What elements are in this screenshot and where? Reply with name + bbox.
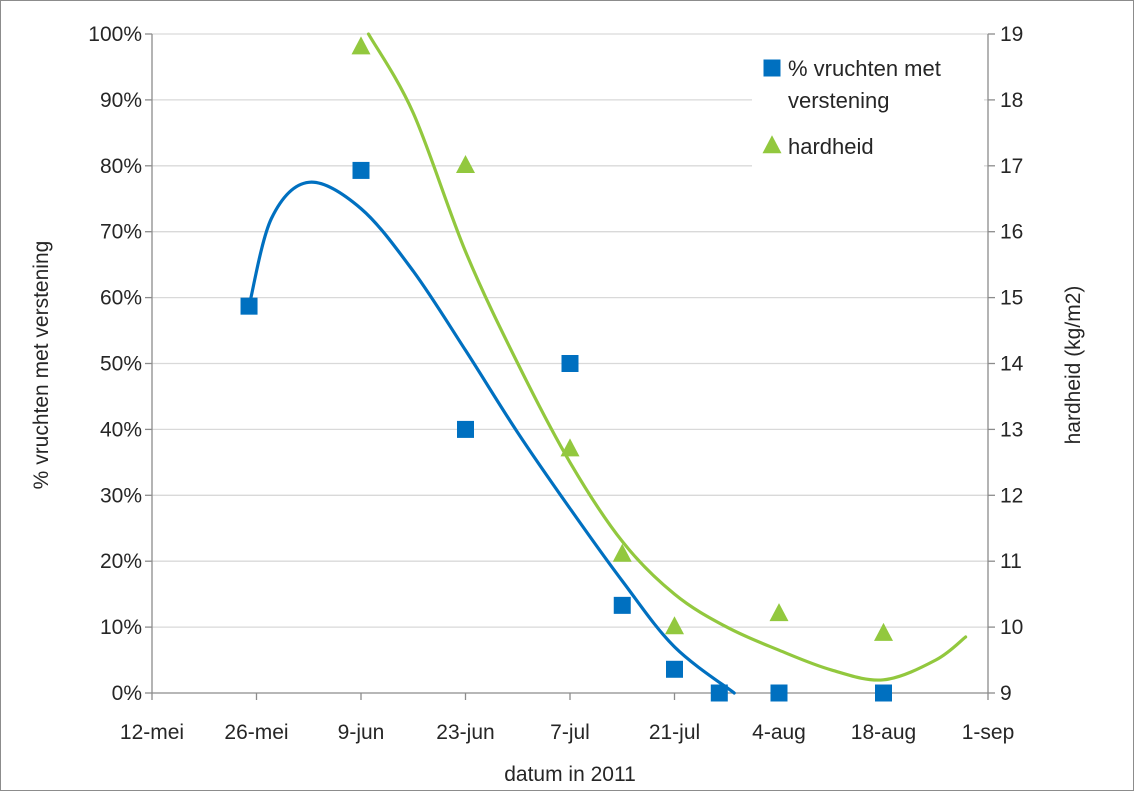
legend-label: hardheid bbox=[788, 134, 874, 159]
gridlines bbox=[152, 33, 988, 628]
left-tick-label: 10% bbox=[100, 616, 142, 639]
right-tick-label: 13 bbox=[1000, 418, 1023, 441]
trendline-hardheid bbox=[366, 32, 968, 682]
x-axis-title: datum in 2011 bbox=[504, 763, 636, 786]
left-y-ticks: 0% 10% 20% 30% 40% 50% 60% 70% 80% 90% 100% bbox=[88, 23, 152, 705]
legend-label: verstening bbox=[788, 88, 890, 113]
right-tick-label: 14 bbox=[1000, 353, 1024, 376]
x-tick-label: 9-jun bbox=[338, 721, 385, 744]
data-point-verstening bbox=[561, 355, 579, 372]
right-y-ticks: 9 10 11 12 13 14 15 16 17 18 19 bbox=[988, 23, 1024, 705]
left-tick-label: 50% bbox=[100, 353, 142, 376]
x-tick-label: 7-jul bbox=[550, 721, 590, 744]
data-point-verstening bbox=[457, 420, 474, 438]
data-point-verstening bbox=[770, 684, 788, 702]
legend-square-marker bbox=[763, 59, 781, 77]
data-point-verstening bbox=[240, 297, 258, 315]
data-point-verstening bbox=[352, 161, 370, 179]
right-tick-label: 9 bbox=[1000, 682, 1012, 705]
x-tick-label: 12-mei bbox=[120, 721, 184, 744]
data-point-verstening bbox=[710, 684, 728, 702]
data-point-hardheid bbox=[874, 622, 893, 641]
left-tick-label: 70% bbox=[100, 221, 142, 244]
right-tick-label: 15 bbox=[1000, 287, 1023, 310]
data-point-hardheid bbox=[769, 603, 789, 622]
left-y-axis-title: % vruchten met verstening bbox=[30, 241, 53, 490]
right-tick-label: 16 bbox=[1000, 221, 1023, 244]
right-y-axis-title: hardheid (kg/m2) bbox=[1062, 286, 1085, 445]
right-tick-label: 18 bbox=[1000, 89, 1023, 112]
right-tick-label: 12 bbox=[1000, 484, 1023, 507]
left-tick-label: 80% bbox=[100, 155, 142, 178]
data-point-verstening bbox=[613, 596, 631, 614]
x-tick-label: 23-jun bbox=[436, 721, 494, 744]
left-tick-label: 0% bbox=[112, 682, 142, 705]
trendline-verstening bbox=[247, 180, 736, 695]
data-point-hardheid bbox=[612, 543, 632, 562]
right-tick-label: 10 bbox=[1000, 616, 1023, 639]
left-tick-label: 30% bbox=[100, 484, 142, 507]
data-point-hardheid bbox=[351, 36, 371, 55]
right-tick-label: 17 bbox=[1000, 155, 1023, 178]
trendlines bbox=[247, 32, 968, 695]
data-point-hardheid bbox=[665, 616, 684, 635]
left-tick-label: 60% bbox=[100, 287, 142, 310]
x-tick-label: 4-aug bbox=[752, 721, 806, 744]
legend: % vruchten met verstening hardheid bbox=[752, 48, 984, 178]
left-tick-label: 20% bbox=[100, 550, 142, 573]
data-point-hardheid bbox=[560, 438, 580, 457]
right-tick-label: 11 bbox=[1000, 550, 1022, 573]
left-tick-label: 40% bbox=[100, 418, 142, 441]
data-point-hardheid bbox=[456, 155, 475, 173]
x-tick-label: 18-aug bbox=[851, 721, 916, 744]
legend-label: % vruchten met bbox=[788, 56, 941, 81]
left-tick-label: 90% bbox=[100, 89, 142, 112]
legend-background bbox=[752, 48, 984, 178]
data-markers bbox=[240, 36, 893, 702]
x-tick-label: 1-sep bbox=[962, 721, 1015, 744]
x-ticks: 12-mei 26-mei 9-jun 23-jun 7-jul 21-jul 4-aug 1… bbox=[120, 693, 1014, 744]
x-tick-label: 21-jul bbox=[649, 721, 700, 744]
x-tick-label: 26-mei bbox=[224, 721, 288, 744]
data-point-verstening bbox=[666, 660, 683, 678]
legend-triangle-marker bbox=[762, 135, 782, 154]
left-tick-label: 100% bbox=[88, 23, 142, 46]
data-point-verstening bbox=[875, 684, 892, 702]
right-tick-label: 19 bbox=[1000, 23, 1023, 46]
